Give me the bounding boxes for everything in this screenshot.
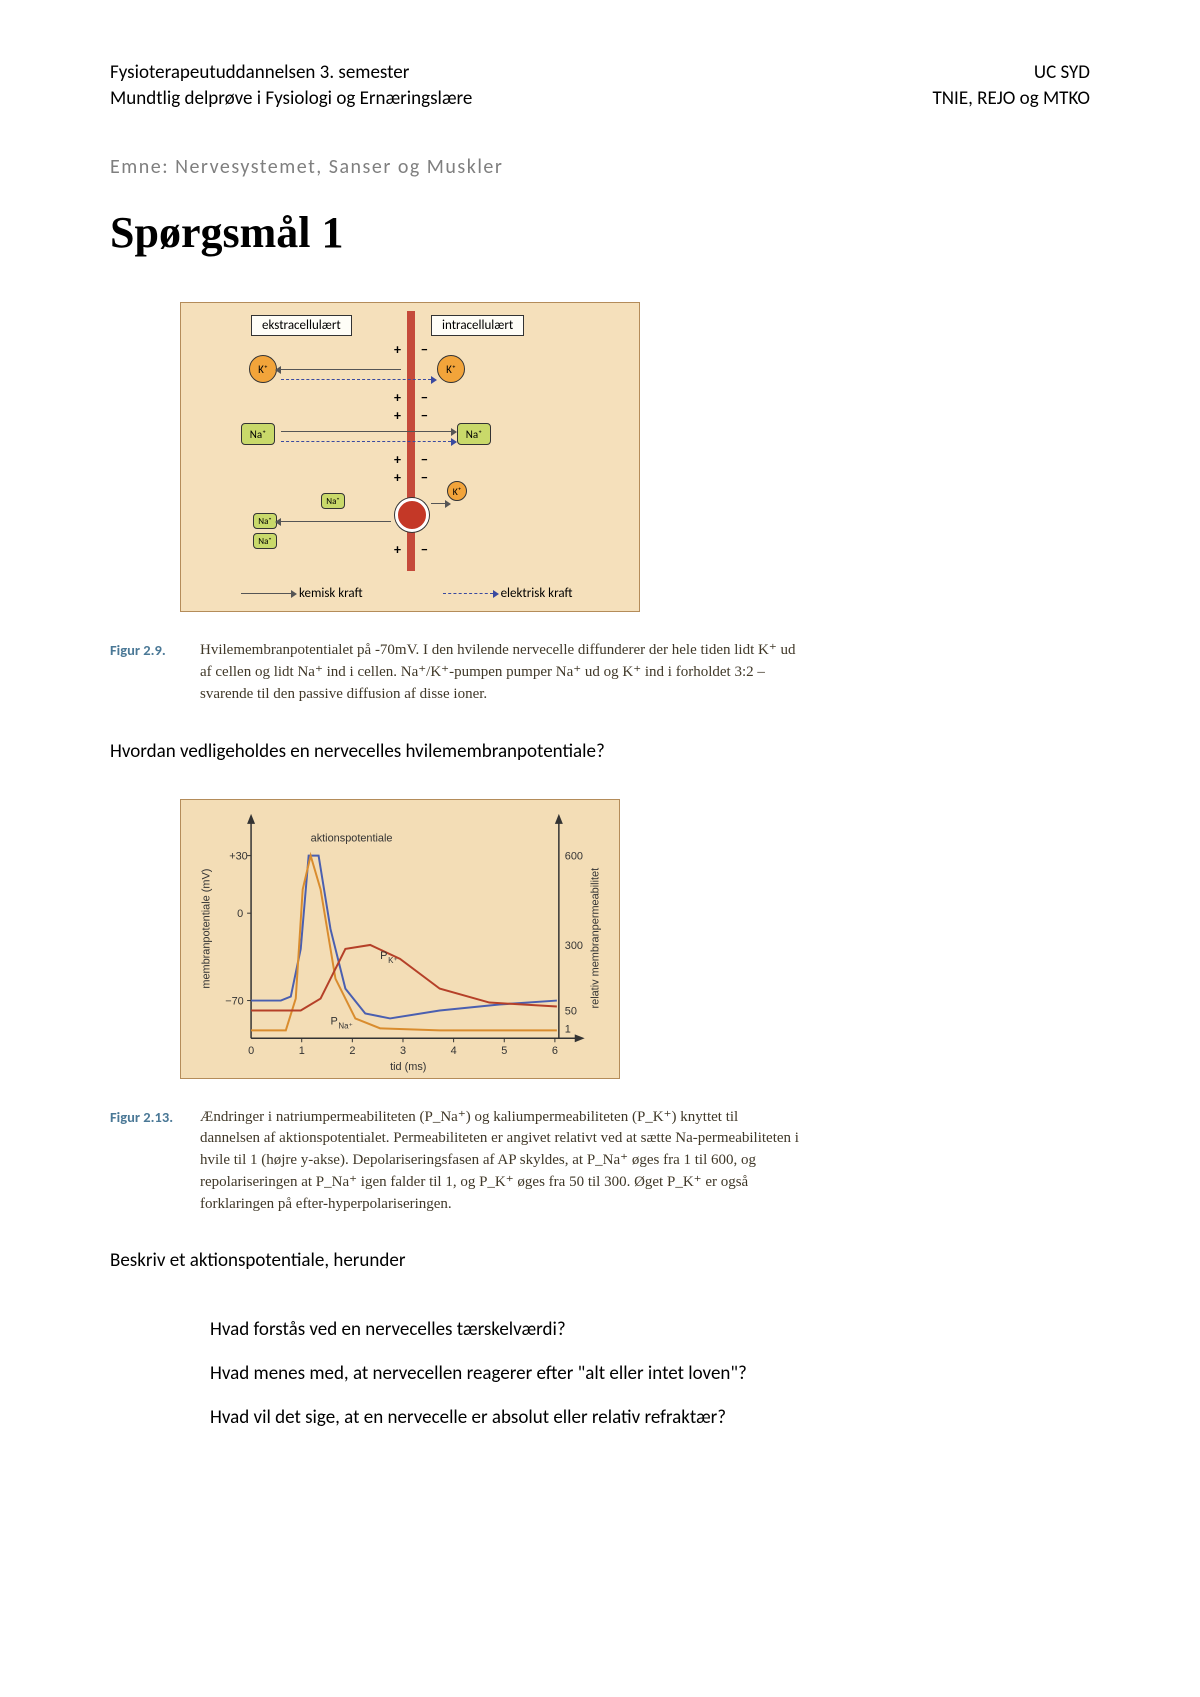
arrow-pump-na <box>281 521 391 522</box>
sub-question-a: Hvad forstås ved en nervecelles tærskelv… <box>210 1308 1090 1352</box>
na-ion: Na⁺ <box>321 493 345 509</box>
na-ion: Na⁺ <box>253 533 277 549</box>
legend-line-icon <box>241 593 291 594</box>
legend-chem: kemisk kraft <box>241 586 363 601</box>
na-k-pump <box>395 498 429 532</box>
charge-minus: − <box>421 451 428 468</box>
na-ion: Na⁺ <box>241 423 275 445</box>
figure-number: Figur 2.13. <box>110 1107 182 1216</box>
charge-minus: − <box>421 341 428 358</box>
ap-label: aktionspotentiale <box>311 832 393 844</box>
svg-text:P: P <box>331 1015 338 1027</box>
figure-caption-text: Ændringer i natriumpermeabiliteten (P_Na… <box>200 1107 800 1216</box>
question-2: Beskriv et aktionspotentiale, herunder <box>110 1249 1090 1272</box>
action-potential-svg: +30 0 −70 600 300 50 1 0 1 2 3 4 5 6 <box>181 800 619 1078</box>
figure-2-caption: Figur 2.13. Ændringer i natriumpermeabil… <box>110 1107 1090 1216</box>
legend-line-icon <box>443 593 493 594</box>
question-1: Hvordan vedligeholdes en nervecelles hvi… <box>110 740 1090 763</box>
sub-questions: Hvad forstås ved en nervecelles tærskelv… <box>210 1308 1090 1439</box>
header-left-line1: Fysioterapeutuddannelsen 3. semester <box>110 60 472 86</box>
charge-minus: − <box>421 407 428 424</box>
charge-plus: + <box>394 451 401 468</box>
arrow-chem <box>281 369 401 370</box>
label-extracellular: ekstracellulært <box>251 315 352 336</box>
arrow-chem <box>281 431 451 432</box>
svg-text:0: 0 <box>237 908 243 920</box>
svg-text:membranpotentiale (mV): membranpotentiale (mV) <box>200 868 212 988</box>
charge-plus: + <box>394 341 401 358</box>
x-axis-label: tid (ms) <box>390 1061 426 1073</box>
arrow-elec <box>281 441 451 442</box>
header-right-line2: TNIE, REJO og MTKO <box>933 86 1090 112</box>
svg-text:300: 300 <box>565 939 583 951</box>
svg-text:4: 4 <box>451 1045 457 1057</box>
charge-plus: + <box>394 407 401 424</box>
svg-text:K⁺: K⁺ <box>388 955 397 964</box>
page-header: Fysioterapeutuddannelsen 3. semester Mun… <box>110 60 1090 111</box>
charge-plus: + <box>394 469 401 486</box>
k-ion: K⁺ <box>249 355 277 383</box>
charge-plus: + <box>394 389 401 406</box>
charge-plus: + <box>394 541 401 558</box>
arrow-pump-k <box>431 503 445 504</box>
na-ion: Na⁺ <box>457 423 491 445</box>
charge-minus: − <box>421 389 428 406</box>
sub-question-b: Hvad menes med, at nervecellen reagerer … <box>210 1352 1090 1396</box>
figure-number: Figur 2.9. <box>110 640 182 705</box>
charge-minus: − <box>421 541 428 558</box>
k-ion: K⁺ <box>447 481 467 501</box>
charge-minus: − <box>421 469 428 486</box>
header-left: Fysioterapeutuddannelsen 3. semester Mun… <box>110 60 472 111</box>
label-intracellular: intracellulært <box>431 315 524 336</box>
svg-text:5: 5 <box>501 1045 507 1057</box>
svg-text:0: 0 <box>248 1045 254 1057</box>
legend-elec: elektrisk kraft <box>443 586 573 601</box>
figure-1: ekstracellulært intracellulært K⁺ K⁺ + −… <box>180 302 1090 612</box>
figure-1-caption: Figur 2.9. Hvilemembranpotentialet på -7… <box>110 640 1090 705</box>
svg-text:+30: +30 <box>229 850 248 862</box>
svg-text:relativ membranpermeabilitet: relativ membranpermeabilitet <box>590 867 602 1008</box>
k-ion: K⁺ <box>437 355 465 383</box>
svg-text:1: 1 <box>565 1023 571 1035</box>
svg-text:6: 6 <box>552 1045 558 1057</box>
figure-2-chart: +30 0 −70 600 300 50 1 0 1 2 3 4 5 6 <box>180 799 620 1079</box>
svg-text:1: 1 <box>299 1045 305 1057</box>
figure-caption-text: Hvilemembranpotentialet på -70mV. I den … <box>200 640 800 705</box>
topic-line: Emne: Nervesystemet, Sanser og Muskler <box>110 155 1090 179</box>
svg-text:−70: −70 <box>225 995 244 1007</box>
header-left-line2: Mundtlig delprøve i Fysiologi og Ernærin… <box>110 86 472 112</box>
svg-text:P: P <box>380 949 387 961</box>
svg-text:3: 3 <box>400 1045 406 1057</box>
page-title: Spørgsmål 1 <box>110 207 1090 258</box>
svg-text:50: 50 <box>565 1005 577 1017</box>
sub-question-c: Hvad vil det sige, at en nervecelle er a… <box>210 1396 1090 1440</box>
na-ion: Na⁺ <box>253 513 277 529</box>
figure-1-legend: kemisk kraft elektrisk kraft <box>241 586 573 601</box>
figure-2: +30 0 −70 600 300 50 1 0 1 2 3 4 5 6 <box>180 799 1090 1079</box>
svg-text:Na⁺: Na⁺ <box>338 1021 352 1030</box>
header-right-line1: UC SYD <box>933 60 1090 86</box>
svg-text:2: 2 <box>349 1045 355 1057</box>
header-right: UC SYD TNIE, REJO og MTKO <box>933 60 1090 111</box>
svg-text:600: 600 <box>565 850 583 862</box>
figure-1-diagram: ekstracellulært intracellulært K⁺ K⁺ + −… <box>180 302 640 612</box>
arrow-elec <box>281 379 431 380</box>
